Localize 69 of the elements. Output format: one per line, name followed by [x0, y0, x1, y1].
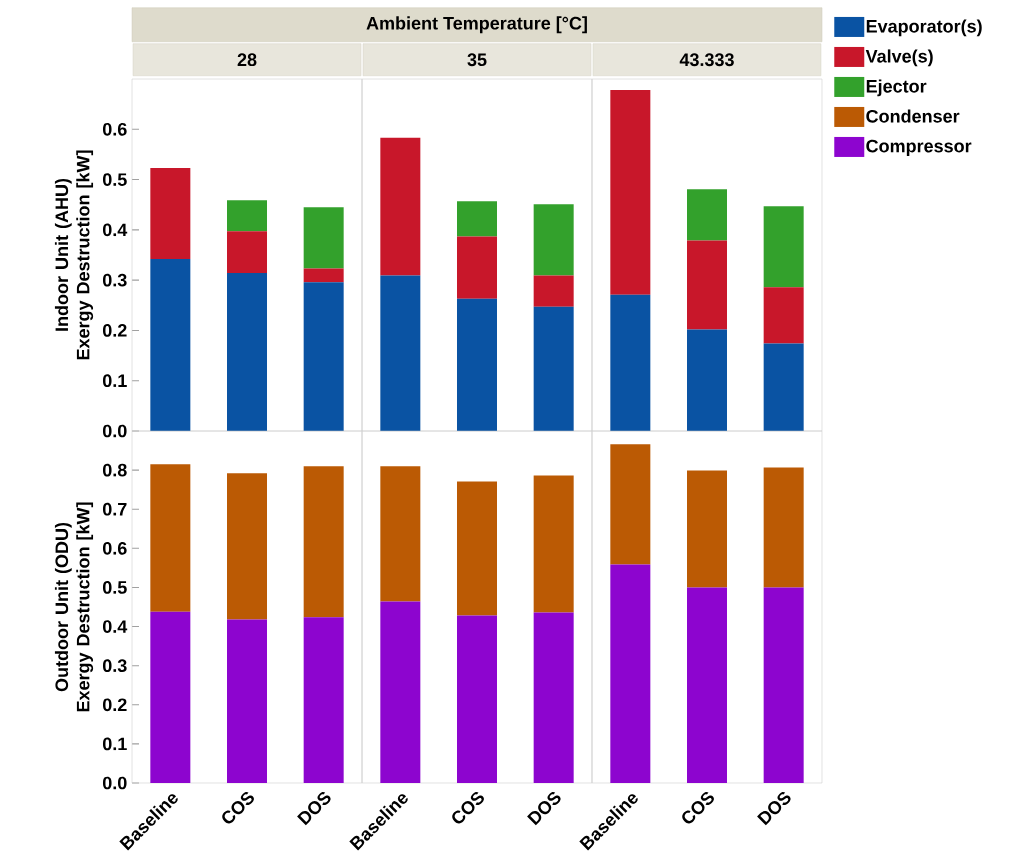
bar [380, 466, 421, 602]
y-tick-label: 0.4 [102, 223, 128, 237]
y-tick-label: 0.2 [102, 698, 127, 712]
bar [227, 231, 268, 274]
bar [380, 137, 421, 276]
y-tick-label: 0.3 [102, 273, 127, 287]
bar [687, 240, 727, 330]
bar [763, 287, 804, 344]
bar [303, 282, 344, 431]
legend-label: Valve(s) [865, 49, 933, 67]
y-tick-label: 0.3 [102, 659, 127, 673]
bar [610, 564, 651, 783]
bar [457, 236, 497, 299]
text: 28 [237, 53, 257, 67]
bar [457, 481, 497, 616]
bar [610, 444, 651, 565]
y-tick-label: 0.7 [102, 502, 127, 516]
bar [303, 466, 344, 618]
y-tick-label: 0.2 [102, 324, 127, 337]
bar [533, 275, 574, 307]
bar [687, 587, 727, 783]
y-tick-label: 0.8 [102, 463, 127, 477]
bar [687, 189, 727, 241]
legend-label: Evaporator(s) [866, 19, 982, 37]
y-tick-label: 0.6 [102, 122, 127, 136]
bar [380, 601, 421, 783]
bar [533, 204, 574, 276]
bar [457, 201, 497, 237]
bar [303, 617, 344, 783]
bar [763, 206, 804, 288]
y-tick-label: 0.4 [102, 620, 128, 633]
bar [763, 343, 804, 431]
bar [533, 475, 574, 613]
y-tick-label: 0.0 [102, 424, 127, 438]
bar [610, 294, 651, 431]
bar [763, 587, 804, 783]
bar [380, 275, 421, 431]
bar [150, 464, 191, 612]
text: 43.333 [679, 53, 734, 67]
y-tick-label: 0.1 [102, 737, 127, 751]
bar [303, 207, 344, 269]
bar [457, 298, 497, 431]
bar [150, 259, 191, 431]
bar [227, 619, 268, 783]
bar [763, 467, 804, 588]
bar [150, 611, 191, 783]
y-tick-label: 0.0 [102, 776, 127, 790]
bar [150, 168, 191, 260]
legend-label: Condenser [866, 109, 960, 123]
legend-label: Compressor [866, 139, 972, 156]
y-tick-label: 0.1 [102, 374, 127, 388]
bar [303, 268, 344, 283]
bar [227, 200, 268, 232]
bar [457, 615, 497, 783]
bar [227, 473, 268, 620]
y-axis-title: Indoor Unit (AHU) Exergy Destruction [kW] [54, 150, 94, 360]
y-tick-label: 0.5 [102, 581, 127, 594]
chart-title: Ambient Temperature [°C] [366, 16, 587, 34]
bar [533, 612, 574, 783]
bar [610, 90, 651, 295]
bar [687, 329, 727, 431]
y-axis-title: Outdoor Unit (ODU) Exergy Destruction [kW] [54, 502, 94, 712]
bar [227, 273, 268, 431]
y-tick-label: 0.5 [102, 173, 127, 186]
y-tick-label: 0.6 [102, 541, 127, 555]
text: 35 [467, 53, 487, 67]
bar [687, 470, 727, 588]
legend-label: Ejector [866, 79, 927, 97]
bar [533, 306, 574, 431]
